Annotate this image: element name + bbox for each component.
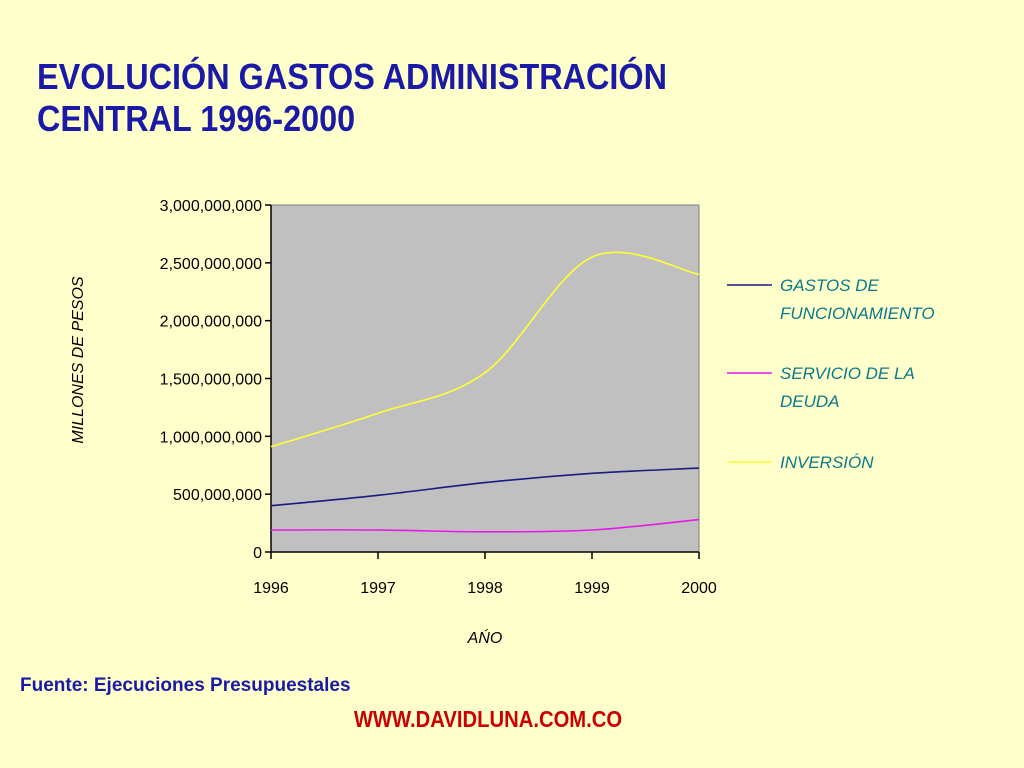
- title-line-2: CENTRAL 1996-2000: [37, 98, 356, 139]
- series-line-2: [270, 251, 700, 448]
- series-line-0: [270, 467, 700, 507]
- source-note: Fuente: Ejecuciones Presupuestales: [20, 675, 351, 696]
- y-tick-label: 1,000,000,000: [160, 429, 262, 446]
- x-tick-label: 1997: [360, 580, 396, 597]
- y-tick-label: 500,000,000: [173, 487, 262, 504]
- x-tick-label: 1996: [253, 580, 289, 597]
- legend-label-2: INVERSIÓN: [780, 453, 874, 472]
- legend-label-line: FUNCIONAMIENTO: [780, 304, 935, 323]
- title-line-1: EVOLUCIÓN GASTOS ADMINISTRACIÓN: [37, 56, 668, 97]
- legend-label-line: SERVICIO DE LA: [780, 364, 915, 383]
- legend-label-line: INVERSIÓN: [780, 453, 874, 472]
- x-tick-label: 2000: [681, 580, 717, 597]
- x-axis: 1996 1997 1998 1999 2000: [253, 551, 717, 597]
- x-tick-label: 1998: [467, 580, 503, 597]
- series-line-1: [270, 518, 700, 533]
- y-tick-label: 0: [253, 545, 262, 562]
- website-link[interactable]: WWW.DAVIDLUNA.COM.CO: [353, 706, 623, 732]
- legend-label-1: SERVICIO DE LA DEUDA: [780, 364, 915, 411]
- legend: GASTOS DE FUNCIONAMIENTO SERVICIO DE LA DEU…: [727, 276, 935, 472]
- y-axis-title: MILLONES DE PESOS: [70, 276, 87, 443]
- y-tick-label: 3,000,000,000: [160, 198, 262, 215]
- series-layer: [270, 251, 700, 533]
- x-tick-label: 1999: [574, 580, 610, 597]
- y-tick-label: 2,000,000,000: [160, 314, 262, 331]
- y-tick-label: 2,500,000,000: [160, 256, 262, 273]
- legend-label-line: DEUDA: [780, 392, 840, 411]
- legend-label-line: GASTOS DE: [780, 276, 880, 295]
- y-axis: 0 500,000,000 1,000,000,000 1,500,000,000 2,…: [160, 198, 272, 562]
- page-title: EVOLUCIÓN GASTOS ADMINISTRACIÓN CENTRAL …: [37, 56, 847, 140]
- y-tick-label: 1,500,000,000: [160, 372, 262, 389]
- legend-label-0: GASTOS DE FUNCIONAMIENTO: [780, 276, 935, 323]
- x-axis-title: AŃO: [467, 628, 503, 647]
- plot-area: [270, 204, 700, 553]
